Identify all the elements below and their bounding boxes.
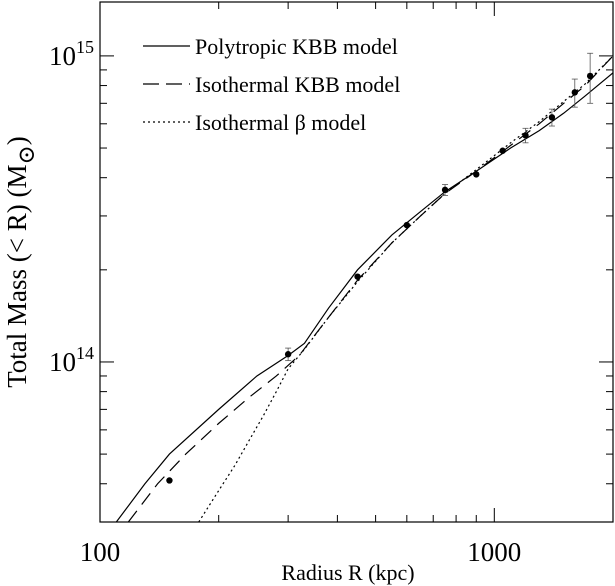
y-tick-base: 10	[49, 347, 76, 377]
data-point	[586, 72, 594, 80]
x-axis-label: Radius R (kpc)	[281, 560, 414, 585]
y-axis-label-close: )	[2, 136, 32, 145]
data-point	[499, 147, 506, 154]
data-point	[522, 132, 529, 139]
legend-label: Polytropic KBB model	[195, 34, 398, 59]
plot-frame	[99, 1, 614, 523]
axis-ticks	[99, 2, 614, 523]
data-point	[354, 273, 361, 280]
data-points	[166, 52, 594, 484]
y-axis-label-symbol: ⊙	[14, 145, 39, 164]
y-axis-label: Total Mass (< R) (M⊙)	[2, 136, 39, 388]
data-point	[571, 89, 578, 96]
x-tick-label: 100	[80, 537, 121, 567]
y-tick-label: 1014	[49, 343, 94, 377]
data-point	[473, 171, 480, 178]
data-point	[284, 351, 292, 358]
data-point	[441, 186, 449, 194]
data-point	[548, 114, 556, 121]
y-axis-label-text: Total Mass (< R) (M	[2, 164, 32, 387]
y-tick-exp: 15	[76, 37, 94, 57]
data-point	[403, 221, 411, 229]
legend-label: Isothermal β model	[195, 110, 366, 135]
series-lines	[115, 55, 613, 522]
y-tick-exp: 14	[76, 343, 94, 363]
data-point	[166, 477, 173, 484]
series-line-dotted	[198, 55, 613, 522]
series-line-solid	[115, 72, 613, 522]
y-tick-label: 1015	[49, 37, 94, 71]
y-axis-label-group: Total Mass (< R) (M⊙)	[2, 136, 39, 388]
legend-label: Isothermal KBB model	[195, 72, 400, 97]
legend: Polytropic KBB model Isothermal KBB model…	[143, 34, 400, 135]
x-tick-label: 1000	[467, 537, 521, 567]
y-tick-base: 10	[49, 41, 76, 71]
